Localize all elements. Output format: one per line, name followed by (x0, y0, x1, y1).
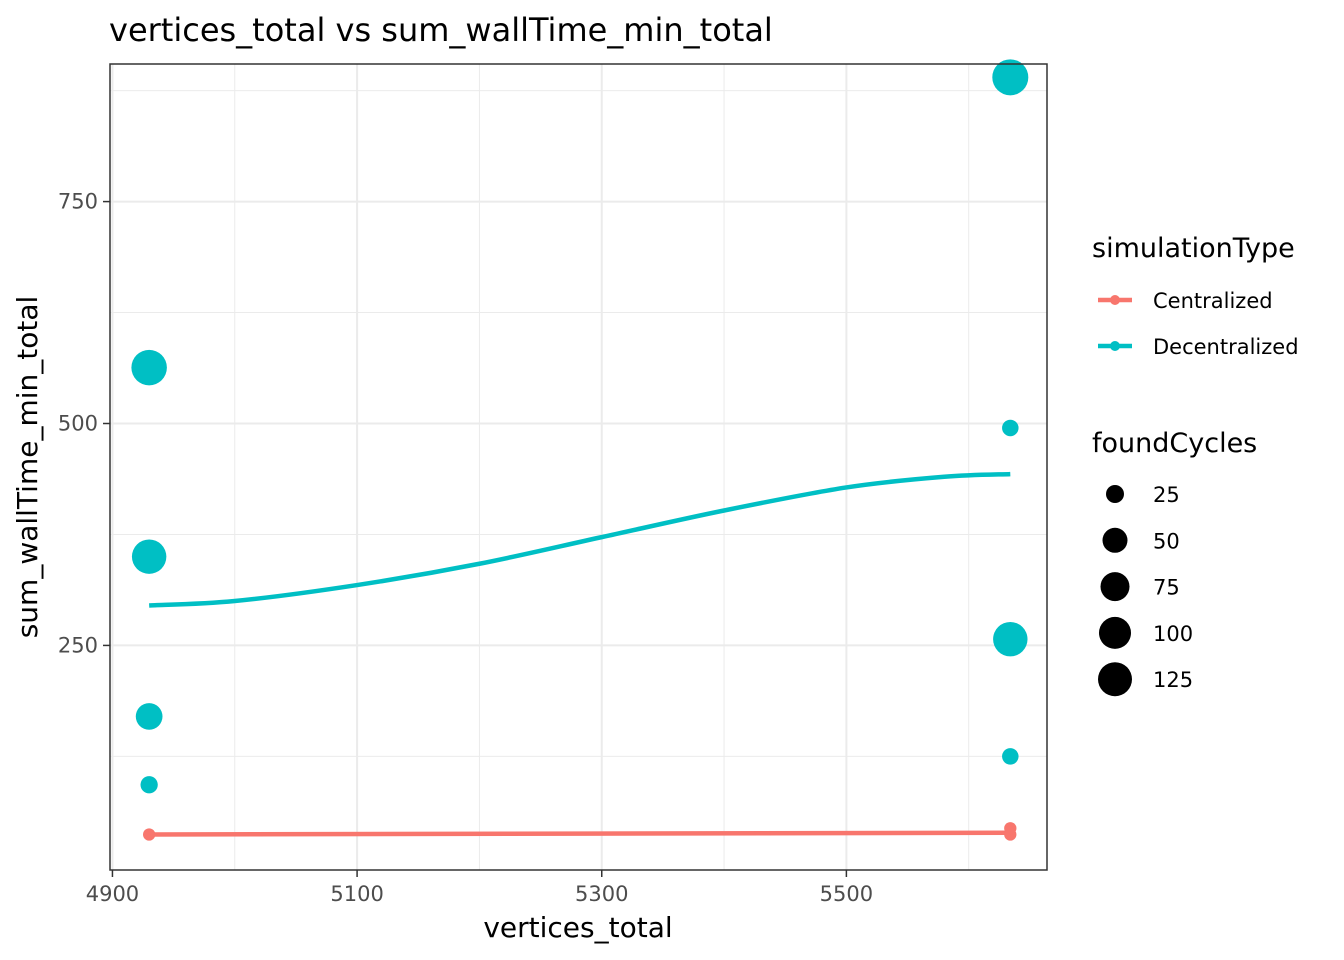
legend-size-entries: 25 50 75 100 125 (1098, 483, 1193, 697)
legend-color-title: simulationType (1092, 233, 1295, 264)
point-decentralized (140, 776, 158, 794)
legend-size-label: 25 (1153, 483, 1180, 507)
point-decentralized (992, 59, 1029, 96)
legend-size-title: foundCycles (1092, 428, 1257, 459)
trend-line-centralized (149, 830, 1011, 837)
point-decentralized (1002, 419, 1019, 437)
point-decentralized (135, 703, 163, 730)
point-centralized (1004, 822, 1017, 835)
y-axis: 250 500 750 (58, 190, 110, 657)
x-axis-title: vertices_total (483, 911, 672, 944)
point-decentralized (993, 621, 1028, 657)
panel-border (109, 63, 1048, 871)
legend-size-label: 125 (1153, 668, 1193, 692)
x-axis: 4900 5100 5300 5500 (86, 870, 873, 906)
legend-color-point (1110, 341, 1120, 351)
data-points (131, 59, 1029, 841)
legend-color-point (1110, 295, 1120, 305)
legend-size-point (1100, 572, 1130, 602)
x-tick-label: 5100 (330, 882, 383, 906)
legend-size-label: 75 (1153, 576, 1180, 600)
y-axis-title: sum_wallTime_min_total (11, 296, 44, 639)
x-tick-label: 4900 (86, 882, 139, 906)
point-decentralized (1002, 748, 1019, 765)
y-tick-label: 500 (58, 412, 98, 436)
legend-size-label: 100 (1153, 622, 1193, 646)
legend-color-label: Centralized (1153, 289, 1273, 313)
legend-size-point (1099, 616, 1131, 649)
legend-size-point (1102, 527, 1128, 553)
legend-size-point (1098, 662, 1132, 697)
legend-size-point (1106, 485, 1124, 503)
x-tick-label: 5300 (575, 882, 628, 906)
point-decentralized (131, 349, 167, 386)
chart-title: vertices_total vs sum_wallTime_min_total (109, 11, 773, 49)
minor-gridlines (110, 64, 1047, 870)
plot-panel (109, 59, 1048, 871)
point-centralized (142, 828, 156, 841)
legend-size-label: 50 (1153, 529, 1180, 553)
trend-line-decentralized (149, 471, 1011, 608)
legend-color-label: Decentralized (1153, 335, 1299, 359)
point-decentralized (131, 539, 167, 574)
y-tick-label: 250 (58, 633, 98, 657)
major-gridlines (110, 64, 1047, 870)
legend: simulationType CentralizedDecentralized … (1092, 233, 1299, 697)
y-tick-label: 750 (58, 190, 98, 214)
x-tick-label: 5500 (820, 882, 873, 906)
legend-color-entries: Centralized Decentralized (1098, 289, 1299, 359)
trend-lines (149, 471, 1011, 837)
panel-background (110, 64, 1047, 870)
